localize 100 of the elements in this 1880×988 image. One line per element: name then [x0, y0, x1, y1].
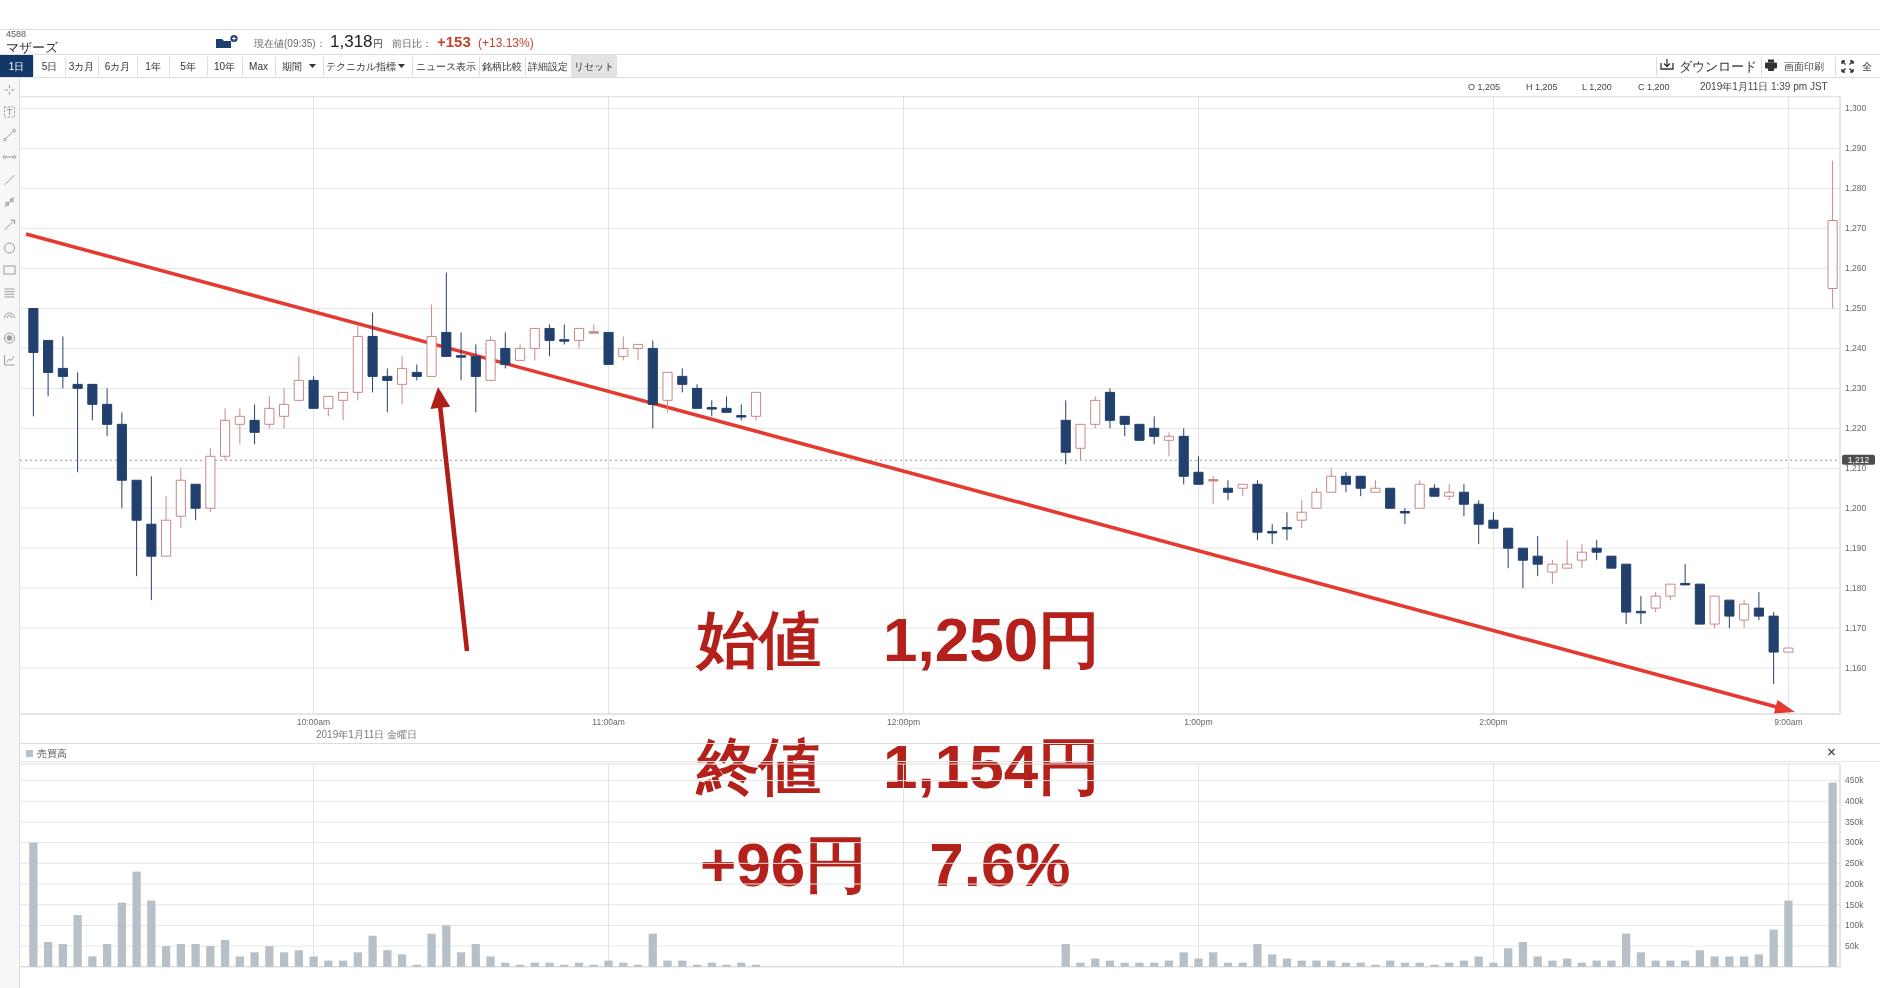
- bar: [191, 944, 200, 967]
- x-tick-label: 10:00am: [297, 717, 331, 727]
- candlestick: [1724, 599, 1735, 629]
- candlestick: [647, 339, 658, 429]
- y-tick-label: 1,290: [1845, 143, 1867, 154]
- bar: [1710, 956, 1719, 967]
- bar: [397, 954, 407, 967]
- candlestick: [279, 387, 290, 429]
- candlestick: [205, 447, 216, 513]
- bar: [43, 941, 53, 967]
- text: 円: [373, 38, 383, 49]
- candlestick: [28, 307, 39, 417]
- candlestick: [721, 395, 732, 413]
- candlestick: [1134, 423, 1145, 441]
- bar: [1592, 960, 1601, 967]
- candlestick: [662, 371, 673, 413]
- candlestick: [1517, 547, 1528, 589]
- bar: [1356, 962, 1365, 967]
- bar: [147, 900, 156, 967]
- candlestick: [1414, 479, 1425, 509]
- bar: [1400, 962, 1410, 967]
- bar: [604, 960, 613, 967]
- candlestick: [1149, 415, 1160, 445]
- y-tick-label: 450k: [1845, 775, 1865, 786]
- bar: [1695, 950, 1705, 967]
- candlestick: [1208, 475, 1219, 505]
- x-tick-label: 9:00am: [1774, 717, 1803, 727]
- bar: [1105, 960, 1115, 967]
- y-tick-label: 1,200: [1845, 503, 1867, 514]
- bar: [1681, 960, 1690, 967]
- candlestick: [514, 343, 526, 361]
- text: リセット: [573, 61, 614, 72]
- bar: [220, 939, 230, 967]
- bar: [545, 962, 554, 967]
- candlestick: [441, 272, 452, 357]
- y-tick-label: 1,190: [1845, 542, 1867, 553]
- candlestick: [677, 367, 688, 393]
- y-tick-label: 1,170: [1845, 622, 1867, 633]
- candlestick: [1665, 583, 1676, 601]
- candlestick: [1399, 507, 1411, 525]
- text: ニュース表示: [415, 61, 476, 72]
- y-tick-label: 1,250: [1845, 303, 1867, 314]
- candlestick: [455, 331, 467, 381]
- y-tick-label: 1,280: [1845, 183, 1867, 194]
- text: マザーズ: [6, 40, 59, 55]
- bar: [442, 925, 451, 967]
- bar: [1164, 960, 1174, 967]
- bar: [751, 964, 761, 967]
- candlestick: [338, 391, 349, 421]
- bar: [58, 944, 67, 967]
- bar: [1061, 944, 1070, 967]
- bar: [1312, 960, 1321, 967]
- candlestick: [1385, 487, 1396, 509]
- text: テクニカル指標: [325, 61, 396, 72]
- candlestick: [1458, 483, 1469, 517]
- bar: [515, 964, 525, 967]
- text: 6カ月: [104, 61, 131, 72]
- candlestick: [1547, 559, 1558, 585]
- annotation: 始値 1,250円: [695, 605, 1101, 674]
- candlestick: [588, 323, 599, 334]
- bar: [1489, 962, 1498, 967]
- candlestick: [1488, 511, 1499, 529]
- candlestick: [1709, 595, 1720, 629]
- y-tick-label: 1,260: [1845, 263, 1867, 274]
- chart-title: 売買高: [37, 748, 67, 759]
- candlestick: [293, 355, 304, 401]
- candlestick: [736, 403, 747, 421]
- candlestick: [1104, 387, 1116, 429]
- candlestick: [1532, 535, 1543, 577]
- candlestick: [1326, 467, 1337, 493]
- y-tick-label: 1,160: [1845, 662, 1867, 673]
- text: O 1,205: [1468, 82, 1501, 92]
- bar: [176, 944, 185, 967]
- candlestick: [1606, 555, 1617, 569]
- bar: [1223, 962, 1233, 967]
- bar: [353, 952, 362, 967]
- bar: [707, 962, 716, 967]
- candlestick: [1753, 591, 1764, 621]
- bar: [279, 952, 289, 967]
- bar: [633, 964, 643, 967]
- bar: [1636, 952, 1646, 967]
- candlestick: [116, 411, 127, 509]
- text: 2019年1月11日 金曜日: [316, 729, 417, 740]
- x-tick-label: 11:00am: [592, 717, 625, 727]
- bar: [1474, 956, 1483, 967]
- candlestick: [1562, 539, 1573, 569]
- text: 5年: [180, 61, 196, 72]
- text: 5日: [41, 61, 58, 72]
- text: 画面印刷: [1784, 61, 1824, 72]
- bar: [589, 964, 598, 967]
- bar: [1238, 962, 1247, 967]
- text: 1,318: [330, 32, 373, 51]
- bar: [1415, 962, 1424, 967]
- y-tick-label: 150k: [1845, 899, 1865, 910]
- candlestick: [1473, 499, 1484, 545]
- bar: [1504, 948, 1513, 967]
- annotation: +96円 7.6%: [700, 830, 1071, 899]
- text: 全: [1862, 61, 1872, 72]
- candlestick: [706, 399, 717, 417]
- bar: [1209, 952, 1218, 967]
